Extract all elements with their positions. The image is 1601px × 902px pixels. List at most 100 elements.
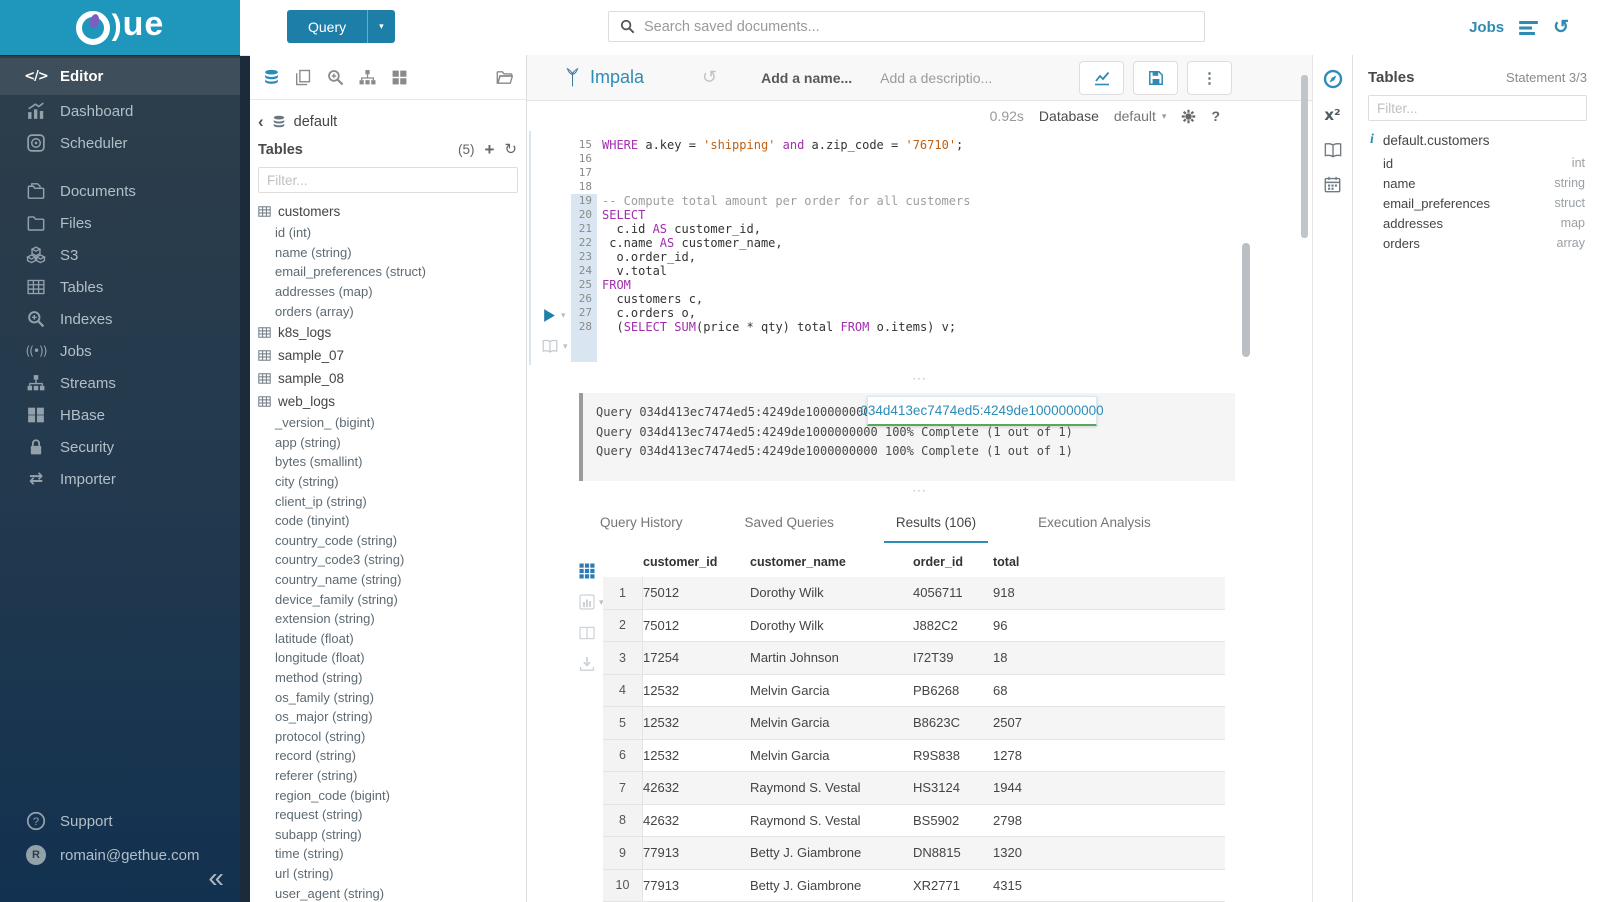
context-popover-button[interactable]: ▾ [542,339,568,353]
copy-icon[interactable] [295,69,312,86]
query-dropdown-caret-icon[interactable]: ▾ [379,21,384,31]
hue-logo[interactable]: ) ue [0,0,240,55]
resize-grip[interactable]: ⋯ [912,370,927,386]
sidebar-item-files[interactable]: Files [0,207,240,239]
tree-column[interactable]: os_major (string) [275,709,373,725]
sidebar-item-editor[interactable]: </> Editor [0,58,240,95]
resize-grip[interactable]: ⋯ [912,482,927,498]
column-row-addresses[interactable]: addresses map [1353,213,1601,233]
tree-column[interactable]: record (string) [275,748,356,764]
main-scrollbar[interactable] [1301,75,1308,238]
snippet-history-icon[interactable]: ↺ [702,67,718,87]
download-icon[interactable] [579,656,595,672]
active-table-row[interactable]: i default.customers [1353,121,1601,153]
tree-column[interactable]: request (string) [275,807,363,823]
tree-column[interactable]: bytes (smallint) [275,454,363,470]
sidebar-item-streams[interactable]: Streams [0,367,240,399]
query-id-link[interactable]: 034d413ec7474ed5:4249de1000000000 [860,396,1104,426]
superscript-icon[interactable]: x² [1324,106,1341,124]
current-database[interactable]: default [293,113,338,130]
database-selector[interactable]: default ▾ [1114,108,1167,124]
tree-table-sample_08[interactable]: sample_08 [250,367,526,390]
tree-column[interactable]: method (string) [275,669,363,685]
tree-column[interactable]: id (int) [275,225,312,241]
tree-table-customers[interactable]: customers [250,200,526,223]
sidebar-item-tables[interactable]: Tables [0,271,240,303]
tab-results-106-[interactable]: Results (106) [883,502,989,543]
sidebar-item-dashboard[interactable]: Dashboard [0,95,240,127]
tree-column[interactable]: device_family (string) [275,591,398,607]
book-icon[interactable] [1324,141,1342,159]
tree-column[interactable]: user_agent (string) [275,885,385,901]
column-header-order_id[interactable]: order_id [913,555,964,569]
jobs-link[interactable]: Jobs [1469,19,1505,36]
grid-icon[interactable] [391,69,408,86]
column-header-customer_id[interactable]: customer_id [643,555,718,569]
tree-column[interactable]: url (string) [275,865,334,881]
sidebar-item-documents[interactable]: Documents [0,175,240,207]
column-header-customer_name[interactable]: customer_name [750,555,846,569]
execute-options-caret-icon[interactable]: ▾ [561,310,566,320]
sidebar-item-s3[interactable]: S3 [0,239,240,271]
sidebar-item-scheduler[interactable]: Scheduler [0,127,240,159]
tree-column[interactable]: protocol (string) [275,728,366,744]
column-row-id[interactable]: id int [1353,153,1601,173]
tree-column[interactable]: _version_ (bigint) [275,415,375,431]
column-row-orders[interactable]: orders array [1353,233,1601,253]
tree-column[interactable]: city (string) [275,474,339,490]
query-name-field[interactable]: Add a name... [761,69,853,86]
tree-column[interactable]: client_ip (string) [275,493,367,509]
tree-column[interactable]: time (string) [275,846,344,862]
right-filter-input[interactable] [1368,95,1587,121]
calendar-icon[interactable] [1324,176,1341,193]
query-history-icon[interactable]: ↺ [1553,17,1569,38]
tree-column[interactable]: referer (string) [275,767,358,783]
search-input[interactable] [635,17,1204,36]
tree-column[interactable]: country_code (string) [275,532,398,548]
global-search[interactable] [608,11,1205,42]
collapse-sidebar-button[interactable]: « [208,862,224,893]
sidebar-footer-support[interactable]: ? Support [0,804,240,838]
info-icon[interactable]: i [1370,132,1374,147]
back-icon[interactable]: ‹ [258,112,264,131]
editor-scrollbar[interactable] [1242,243,1250,357]
column-header-total[interactable]: total [993,555,1020,569]
sidebar-item-jobs[interactable]: ((•)) Jobs [0,335,240,367]
sidebar-item-hbase[interactable]: HBase [0,399,240,431]
table-filter-input[interactable] [258,167,518,193]
execute-button[interactable]: ▾ [543,308,566,323]
tab-execution-analysis[interactable]: Execution Analysis [1038,515,1151,530]
chart-type-caret-icon[interactable]: ▾ [599,596,604,607]
tab-query-history[interactable]: Query History [600,515,683,530]
tree-column[interactable]: longitude (float) [275,650,365,666]
folder-open-icon[interactable] [496,69,513,86]
tree-column[interactable]: app (string) [275,434,341,450]
column-row-name[interactable]: name string [1353,173,1601,193]
chart-button[interactable] [1079,61,1124,95]
mini-chart-icon[interactable] [579,594,595,610]
tree-table-sample_07[interactable]: sample_07 [250,344,526,367]
save-button[interactable] [1133,61,1178,95]
tree-column[interactable]: subapp (string) [275,826,362,842]
tree-table-web_logs[interactable]: web_logs [250,390,526,413]
tree-column[interactable]: code (tinyint) [275,513,350,529]
tree-column[interactable]: extension (string) [275,611,375,627]
tree-column[interactable]: email_preferences (struct) [275,264,426,280]
sidebar-item-security[interactable]: Security [0,431,240,463]
tree-column[interactable]: addresses (map) [275,284,373,300]
database-icon[interactable] [263,69,280,86]
tree-column[interactable]: latitude (float) [275,630,354,646]
engine-tab-impala[interactable]: Impala [565,67,644,88]
zoom-plus-icon[interactable] [327,69,344,86]
sidebar-item-indexes[interactable]: Indexes [0,303,240,335]
new-query-button[interactable]: Query ▾ [287,10,395,43]
query-description-field[interactable]: Add a descriptio... [880,69,993,86]
context-caret-icon[interactable]: ▾ [563,340,568,351]
tree-column[interactable]: country_code3 (string) [275,552,405,568]
add-table-icon[interactable]: + [484,140,495,159]
settings-gear-icon[interactable] [1181,109,1196,124]
tree-table-k8s_logs[interactable]: k8s_logs [250,321,526,344]
more-actions-button[interactable]: ⋮ [1187,61,1232,95]
sidebar-item-importer[interactable]: ⇄ Importer [0,463,240,495]
